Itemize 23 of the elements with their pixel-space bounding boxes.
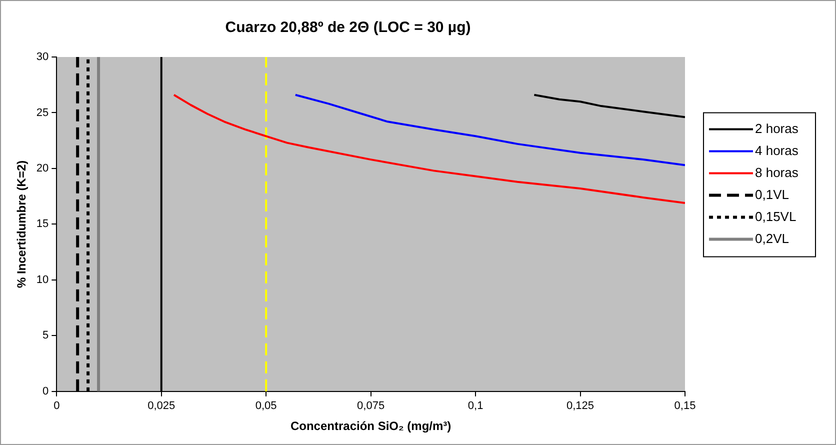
legend-label: 8 horas bbox=[755, 164, 799, 180]
x-tick-label: 0,1 bbox=[468, 400, 484, 412]
y-tick-label: 10 bbox=[36, 274, 49, 286]
legend-label: 0,1VL bbox=[755, 186, 789, 202]
legend-label: 4 horas bbox=[755, 142, 799, 158]
x-tick-label: 0,075 bbox=[357, 400, 385, 412]
x-tick-label: 0,125 bbox=[566, 400, 594, 412]
x-axis-title: Concentración SiO₂ (mg/m³) bbox=[290, 419, 452, 434]
y-tick-label: 25 bbox=[36, 106, 49, 119]
x-tick-label: 0,05 bbox=[255, 400, 277, 412]
y-tick-label: 30 bbox=[36, 51, 49, 64]
y-tick-label: 20 bbox=[36, 162, 49, 174]
y-tick-label: 0 bbox=[42, 385, 49, 398]
legend-label: 0,2VL bbox=[755, 230, 789, 246]
x-tick-label: 0,15 bbox=[674, 400, 696, 412]
legend-label: 0,15VL bbox=[755, 208, 796, 224]
y-tick-label: 15 bbox=[36, 218, 49, 230]
chart-title: Cuarzo 20,88º de 2Θ (LOC = 30 µg) bbox=[225, 19, 471, 36]
x-tick-label: 0 bbox=[54, 400, 60, 412]
legend-label: 2 horas bbox=[755, 120, 799, 136]
x-tick-label: 0,025 bbox=[148, 400, 176, 412]
y-tick-label: 5 bbox=[42, 330, 49, 342]
y-axis-title: % Incertidumbre (K=2) bbox=[14, 160, 29, 288]
